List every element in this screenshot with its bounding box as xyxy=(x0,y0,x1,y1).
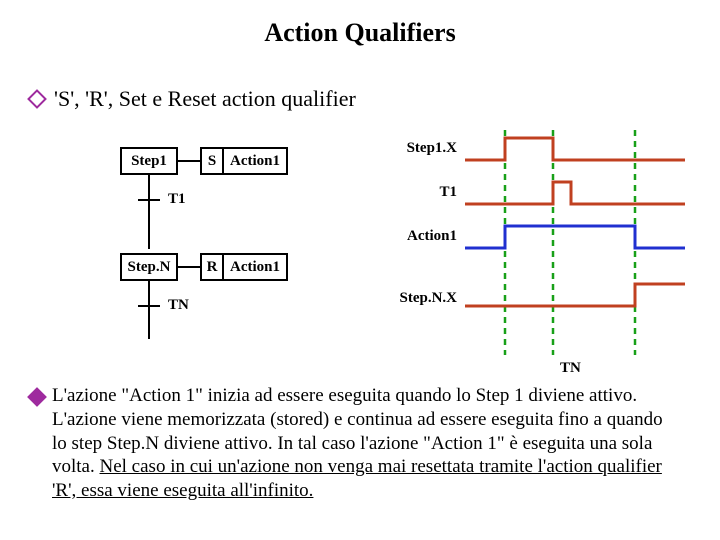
tn-cross xyxy=(138,305,160,307)
conn-v xyxy=(148,175,150,215)
qualifier-s: S xyxy=(200,147,224,175)
t1-cross xyxy=(138,199,160,201)
diamond-icon xyxy=(27,387,47,407)
tn-label-chart: TN xyxy=(560,360,581,377)
action-name-r: Action1 xyxy=(224,253,288,281)
tn-label-sfc: TN xyxy=(168,297,189,314)
diamond-icon xyxy=(27,89,47,109)
conn-h xyxy=(178,160,200,162)
qualifier-r: R xyxy=(200,253,224,281)
t1-label-sfc: T1 xyxy=(168,191,186,208)
action-r-box: R Action1 xyxy=(200,253,288,281)
bullet-sr: 'S', 'R', Set e Reset action qualifier xyxy=(30,86,356,112)
bullet-text-sr: 'S', 'R', Set e Reset action qualifier xyxy=(54,86,356,112)
label-stepnx: Step.N.X xyxy=(385,290,457,307)
explanation-paragraph: L'azione "Action 1" inizia ad essere ese… xyxy=(52,384,682,503)
timing-svg xyxy=(465,130,685,360)
step1-box: Step1 xyxy=(120,147,178,175)
para-underlined: Nel caso in cui un'azione non venga mai … xyxy=(52,456,662,501)
action-s-box: S Action1 xyxy=(200,147,288,175)
conn-v xyxy=(148,215,150,249)
label-step1x: Step1.X xyxy=(385,140,457,157)
conn-v xyxy=(148,321,150,339)
sfc-diagram: Step1 S Action1 T1 Step.N R Action1 TN xyxy=(120,135,380,345)
stepn-box: Step.N xyxy=(120,253,178,281)
conn-v xyxy=(148,281,150,321)
bullet-para xyxy=(30,384,54,404)
timing-chart: Step1.X T1 Action1 Step.N.X xyxy=(385,130,685,360)
label-t1: T1 xyxy=(385,184,457,201)
action-name-s: Action1 xyxy=(224,147,288,175)
conn-h xyxy=(178,266,200,268)
label-action1: Action1 xyxy=(385,228,457,245)
slide-title: Action Qualifiers xyxy=(0,18,720,48)
